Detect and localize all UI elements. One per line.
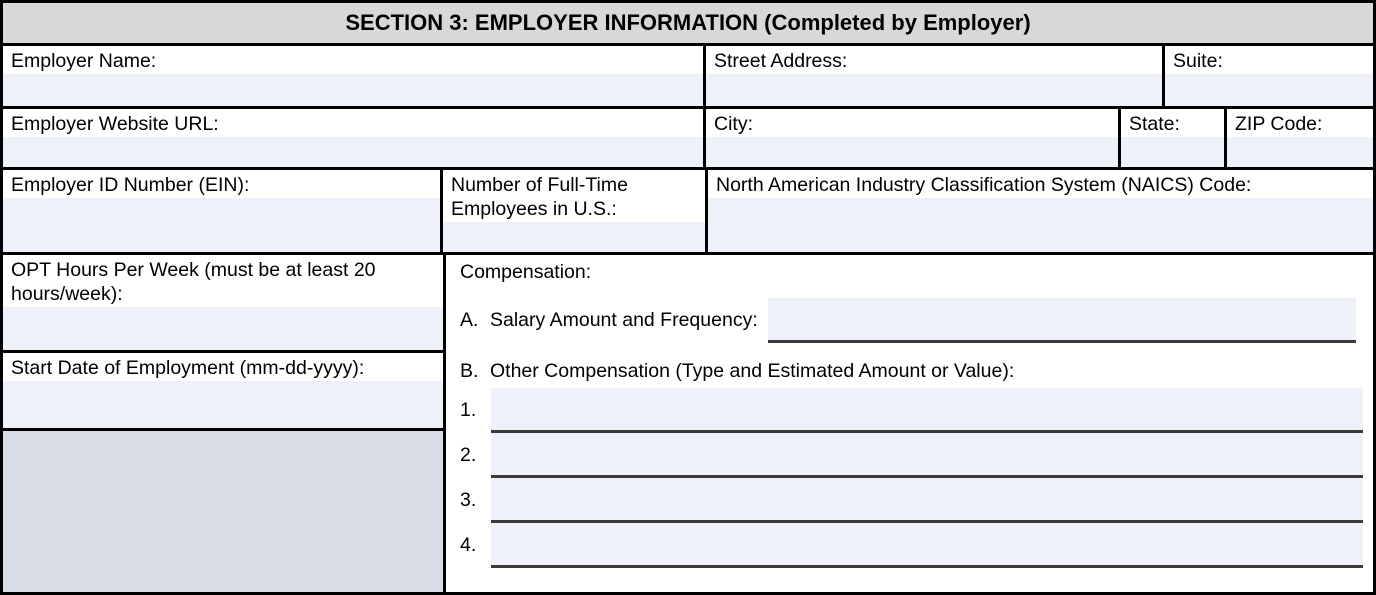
- shaded-unused-area: [3, 431, 443, 592]
- start-date-label: Start Date of Employment (mm-dd-yyyy):: [3, 353, 443, 381]
- naics-input[interactable]: [708, 198, 1373, 252]
- salary-item-prefix: A.: [460, 309, 479, 331]
- state-cell: State:: [1121, 109, 1227, 167]
- state-label: State:: [1121, 109, 1224, 137]
- zip-cell: ZIP Code:: [1227, 109, 1373, 167]
- salary-row: A. Salary Amount and Frequency:: [460, 298, 1356, 343]
- website-input[interactable]: [3, 137, 703, 167]
- suite-cell: Suite:: [1165, 46, 1373, 106]
- other-compensation-heading: B. Other Compensation (Type and Estimate…: [460, 359, 1363, 383]
- other-compensation-row-3: 3.: [460, 478, 1363, 523]
- start-date-input[interactable]: [3, 381, 443, 428]
- ein-input[interactable]: [3, 198, 440, 252]
- zip-input[interactable]: [1227, 137, 1373, 167]
- fulltime-employees-cell: Number of Full-Time Employees in U.S.:: [443, 170, 708, 252]
- start-date-cell: Start Date of Employment (mm-dd-yyyy):: [3, 353, 443, 431]
- compensation-title: Compensation:: [460, 261, 592, 283]
- left-column: OPT Hours Per Week (must be at least 20 …: [3, 255, 446, 592]
- other-compensation-input-2[interactable]: [491, 433, 1363, 478]
- other-compensation-input-1[interactable]: [491, 388, 1363, 433]
- suite-input[interactable]: [1165, 74, 1373, 106]
- street-address-label: Street Address:: [706, 46, 1162, 74]
- section-header: SECTION 3: EMPLOYER INFORMATION (Complet…: [3, 3, 1373, 46]
- zip-label: ZIP Code:: [1227, 109, 1373, 137]
- state-input[interactable]: [1121, 137, 1224, 167]
- row-employer-address: Employer Name: Street Address: Suite:: [3, 46, 1373, 109]
- opt-hours-label: OPT Hours Per Week (must be at least 20 …: [3, 255, 443, 307]
- employer-name-cell: Employer Name:: [3, 46, 706, 106]
- city-cell: City:: [706, 109, 1121, 167]
- salary-input[interactable]: [767, 298, 1356, 343]
- ein-label: Employer ID Number (EIN):: [3, 170, 440, 198]
- naics-cell: North American Industry Classification S…: [708, 170, 1373, 252]
- suite-label: Suite:: [1165, 46, 1373, 74]
- other-compensation-row-4: 4.: [460, 523, 1363, 568]
- line-number: 3.: [460, 489, 477, 511]
- line-number: 4.: [460, 534, 477, 556]
- row-ein-naics: Employer ID Number (EIN): Number of Full…: [3, 170, 1373, 255]
- street-address-cell: Street Address:: [706, 46, 1165, 106]
- ein-cell: Employer ID Number (EIN):: [3, 170, 443, 252]
- other-compensation-row-1: 1.: [460, 388, 1363, 433]
- fulltime-employees-label: Number of Full-Time Employees in U.S.:: [443, 170, 705, 222]
- city-input[interactable]: [706, 137, 1118, 167]
- fulltime-employees-input[interactable]: [443, 222, 705, 252]
- street-address-input[interactable]: [706, 74, 1162, 106]
- other-compensation-row-2: 2.: [460, 433, 1363, 478]
- other-compensation-input-4[interactable]: [491, 523, 1363, 568]
- website-label: Employer Website URL:: [3, 109, 703, 137]
- bottom-section: OPT Hours Per Week (must be at least 20 …: [3, 255, 1373, 592]
- row-website-city: Employer Website URL: City: State: ZIP C…: [3, 109, 1373, 170]
- line-number: 2.: [460, 444, 477, 466]
- other-compensation-list: 1. 2. 3. 4.: [460, 388, 1363, 568]
- compensation-cell: Compensation: A. Salary Amount and Frequ…: [446, 255, 1373, 592]
- naics-label: North American Industry Classification S…: [708, 170, 1373, 198]
- city-label: City:: [706, 109, 1118, 137]
- other-compensation-input-3[interactable]: [491, 478, 1363, 523]
- other-compensation-prefix: B.: [460, 360, 479, 382]
- salary-label: Salary Amount and Frequency:: [490, 309, 758, 331]
- employer-name-label: Employer Name:: [3, 46, 703, 74]
- line-number: 1.: [460, 399, 477, 421]
- employer-name-input[interactable]: [3, 74, 703, 106]
- opt-hours-input[interactable]: [3, 307, 443, 350]
- other-compensation-label: Other Compensation (Type and Estimated A…: [490, 360, 1015, 382]
- opt-hours-cell: OPT Hours Per Week (must be at least 20 …: [3, 255, 443, 353]
- section-title: SECTION 3: EMPLOYER INFORMATION (Complet…: [345, 10, 1031, 35]
- website-cell: Employer Website URL:: [3, 109, 706, 167]
